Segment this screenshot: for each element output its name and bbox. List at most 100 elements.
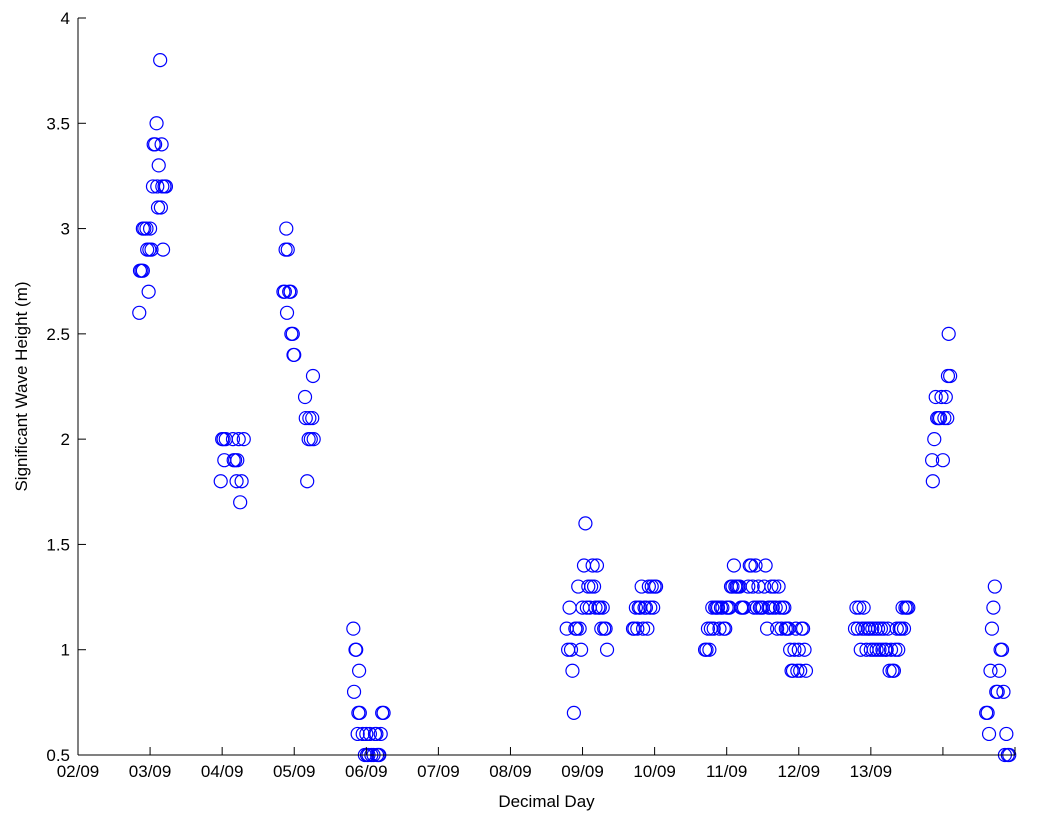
data-point [873, 621, 889, 636]
x-tick-label: 02/09 [57, 762, 100, 781]
data-point [584, 579, 599, 594]
data-point [599, 642, 615, 657]
data-points [132, 53, 1017, 763]
data-point [346, 621, 361, 636]
data-point [563, 642, 579, 657]
x-tick-label: 04/09 [201, 762, 244, 781]
data-point [889, 621, 904, 636]
data-point [142, 221, 158, 236]
data-point [856, 600, 871, 615]
data-point [305, 368, 321, 384]
data-point [765, 600, 780, 615]
data-point [628, 600, 643, 615]
data-point [937, 410, 952, 426]
data-point [996, 684, 1011, 699]
data-point [863, 642, 878, 657]
data-point [748, 558, 763, 573]
data-point [150, 200, 166, 215]
data-point [285, 326, 300, 341]
data-point [741, 579, 756, 594]
x-tick-label: 06/09 [345, 762, 388, 781]
data-point [925, 453, 940, 468]
data-point [280, 242, 295, 257]
data-point [369, 726, 384, 742]
data-point [233, 495, 248, 510]
data-point [896, 621, 912, 636]
y-tick-label: 0.5 [46, 746, 70, 765]
data-point [225, 432, 241, 447]
data-point [705, 600, 720, 615]
data-point [879, 642, 894, 657]
x-tick-label: 09/09 [561, 762, 604, 781]
data-point [230, 453, 245, 468]
x-axis-label: Decimal Day [498, 792, 595, 811]
data-point [277, 284, 292, 299]
x-tick-label: 08/09 [489, 762, 532, 781]
x-tick-label: 03/09 [129, 762, 172, 781]
y-axis-label: Significant Wave Height (m) [12, 281, 31, 491]
data-point [793, 663, 808, 678]
data-point [791, 642, 806, 657]
data-point [303, 432, 318, 447]
data-point [986, 600, 1001, 615]
data-point [726, 558, 742, 573]
data-point [302, 410, 317, 426]
data-point [141, 284, 156, 299]
data-point [346, 684, 362, 699]
data-point [572, 621, 587, 636]
data-point [640, 621, 655, 636]
y-tick-label: 1 [61, 641, 70, 660]
data-point [279, 305, 295, 320]
data-point [149, 116, 164, 131]
data-point [155, 242, 171, 257]
data-point [928, 389, 943, 405]
data-point [990, 684, 1005, 699]
data-point [795, 621, 811, 636]
data-point [882, 663, 897, 678]
data-point [373, 726, 388, 742]
data-point [992, 663, 1007, 678]
data-point [231, 432, 246, 447]
data-point [561, 642, 576, 657]
data-point [702, 642, 717, 657]
data-point [153, 53, 168, 68]
data-point [869, 642, 884, 657]
data-point [850, 621, 865, 636]
data-point [139, 221, 154, 236]
data-point [994, 642, 1010, 657]
data-point [569, 621, 584, 636]
data-point [589, 558, 605, 573]
x-tick-label: 11/09 [706, 762, 747, 781]
data-point [999, 726, 1014, 742]
data-point [759, 621, 775, 636]
data-point [883, 642, 899, 657]
y-tick-label: 1.5 [46, 535, 70, 554]
data-point [888, 642, 903, 657]
data-point [643, 600, 658, 615]
data-point [148, 137, 163, 152]
data-point [983, 663, 998, 678]
data-point [862, 621, 877, 636]
data-point [788, 621, 803, 636]
data-point [772, 600, 788, 615]
data-point [592, 600, 607, 615]
data-point [718, 621, 733, 636]
data-point [132, 305, 147, 320]
data-point [886, 663, 902, 678]
data-point [710, 600, 726, 615]
data-point [768, 600, 783, 615]
x-tick-label: 10/09 [633, 762, 676, 781]
data-point [578, 516, 593, 531]
data-point [352, 705, 367, 720]
data-point [298, 410, 313, 426]
data-point [588, 600, 603, 615]
data-point [764, 579, 779, 594]
x-tick-label: 07/09 [417, 762, 460, 781]
data-point [630, 621, 645, 636]
data-point [767, 579, 782, 594]
data-point [306, 432, 321, 447]
data-point [562, 600, 577, 615]
data-point [852, 600, 867, 615]
data-point [934, 389, 949, 405]
